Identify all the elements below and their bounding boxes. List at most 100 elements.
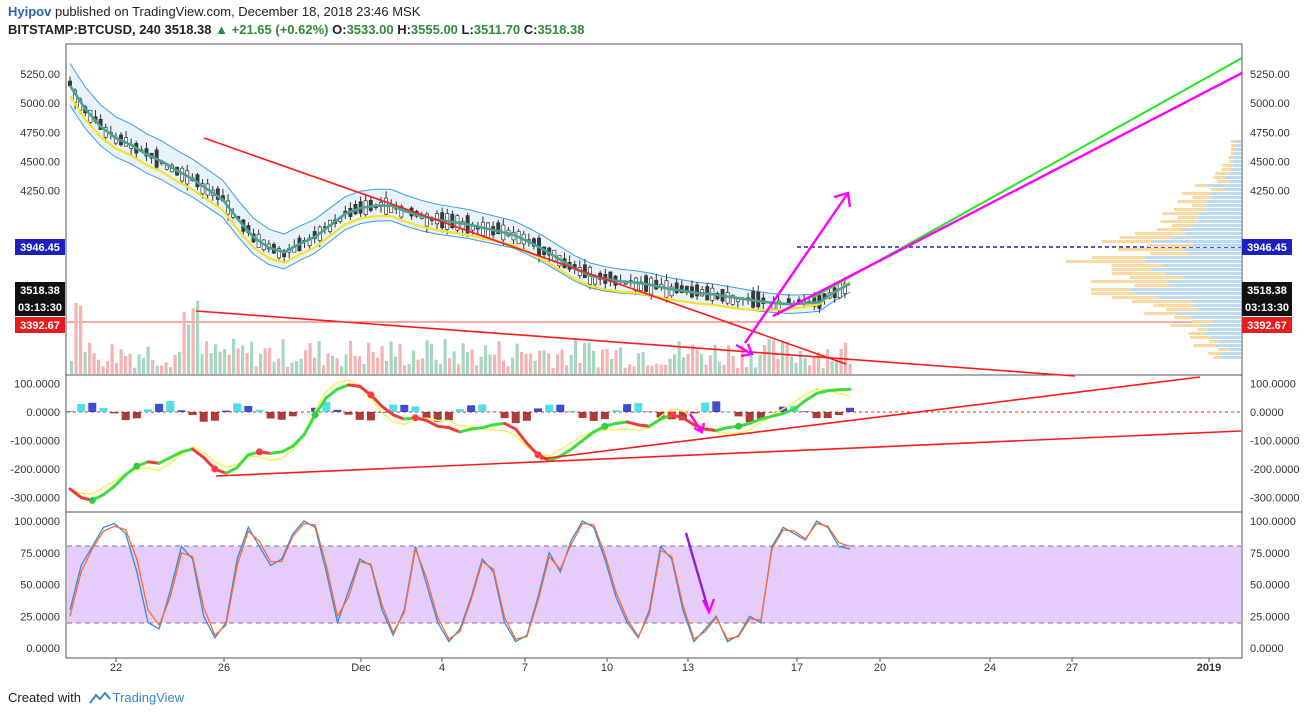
volume-profile-bar [1091,280,1168,283]
volume-profile-bar [1200,324,1241,327]
open-value: 3533.00 [346,22,394,37]
oscillator-histogram-bar [277,412,286,420]
price-tick-label-left: 4250.00 [20,186,60,198]
candle-body [674,282,679,294]
volume-bar [250,341,254,374]
oscillator-tick-label: -200.0000 [1250,464,1300,476]
volume-profile-bar [1219,352,1241,355]
volume-bar [196,300,200,374]
oscillator-cross-dot [88,496,96,504]
volume-bar [596,367,600,374]
volume-profile-bar [1208,328,1241,331]
volume-bar [650,365,654,374]
stochastic-tick-label-left: 100.0000 [14,516,60,528]
stochastic-tick-label-left: 75.0000 [20,548,60,560]
volume-bar [173,354,177,374]
oscillator-histogram-bar [734,412,743,417]
oscillator-wave-segment [480,423,495,430]
volume-bar [677,341,681,374]
volume-bar [151,359,155,374]
oscillator-histogram-bar [144,409,152,412]
stochastic-axis: 100.0000 100.0000 75.0000 75.0000 50.0000 50.… [14,516,1296,655]
oscillator-wave-segment [681,416,696,427]
volume-bar [88,342,92,374]
volume-profile-bar [1197,328,1209,331]
volume-profile-bar [1153,304,1193,307]
volume-profile-bar [1170,324,1201,327]
volume-profile-bar [1149,252,1189,255]
oscillator-histogram-bar [701,402,710,412]
oscillator-wave-segment [191,447,206,460]
close-value: 3518.38 [537,22,585,37]
oscillator-wave-segment [792,399,807,411]
oscillator-wave-segment [558,447,573,458]
footer: Created with TradingView [8,690,184,705]
volume-bar [308,343,312,374]
tradingview-logo-icon [88,691,111,704]
volume-profile-bar [1193,344,1216,347]
volume-profile-bar [1160,220,1197,223]
volume-bar [718,361,722,374]
volume-bar [524,354,528,374]
volume-bar [686,354,690,374]
volume-profile-bar [1145,260,1241,263]
oscillator-wave-segment [447,426,462,434]
tradingview-brand-link[interactable]: TradingView [112,690,185,705]
oscillator-cross-dot [601,422,609,430]
svg-text:3392.67: 3392.67 [20,320,60,332]
volume-bar [772,340,776,374]
oscillator-wave-segment [815,389,830,395]
volume-bar [434,359,438,374]
oscillator-trendline-low [215,430,1242,477]
volume-bar [407,363,411,374]
volume-bar [398,343,402,374]
time-tick-label: 26 [218,662,230,674]
volume-profile-bar [1111,268,1151,271]
volume-bar [781,340,785,374]
oscillator-wave-segment [781,407,796,415]
magenta-down-arrow-stoch [684,532,716,615]
volume-bar [367,342,371,374]
volume-profile-bar [1091,292,1136,295]
volume-bar [664,364,668,374]
volume-bar [655,363,659,374]
volume-bar [421,358,425,374]
volume-bar [817,352,821,374]
volume-bar [754,367,758,374]
stochastic-tick-label-left: 50.0000 [20,580,60,592]
oscillator-trendline-high [539,376,1201,460]
candle-body [307,237,312,246]
volume-bar [713,344,717,374]
time-tick-label: 10 [601,662,613,674]
volume-bar [376,357,380,374]
volume-bar [110,344,114,374]
oscillator-histogram-bar [444,412,453,421]
volume-bar [475,365,479,374]
publish-line: Hyipov published on TradingView.com, Dec… [8,4,420,19]
volume-bar [461,343,465,374]
oscillator-wave-segment [714,426,729,433]
price-tick-label-left: 4500.00 [20,156,60,168]
volume-bar [182,312,186,374]
volume-profile-bar [1221,356,1241,359]
volume-bar [331,355,335,374]
oscillator-histogram-bar [567,410,576,412]
author-link[interactable]: Hyipov [8,4,52,19]
svg-text:03:13:30: 03:13:30 [18,302,62,314]
volume-bar [542,350,546,374]
volume-bar [511,357,515,374]
oscillator-histogram-bar [690,412,698,414]
volume-bar [92,353,96,374]
volume-profile-bar [1189,336,1211,339]
oscillator-axis: 100.0000 100.0000 0.0000 0.0000 -100.0000 -10… [10,379,1299,505]
slow-ma-line [68,84,851,306]
price-tick-label: 4750.00 [1250,127,1290,139]
volume-profile-bar [1234,148,1241,151]
volume-bar [740,346,744,374]
volume-profile-bar [1197,212,1241,215]
candle-body [496,222,501,235]
oscillator-histogram-bar [556,404,565,412]
stochastic-tick-label: 0.0000 [1250,643,1284,655]
volume-bar [736,367,740,374]
